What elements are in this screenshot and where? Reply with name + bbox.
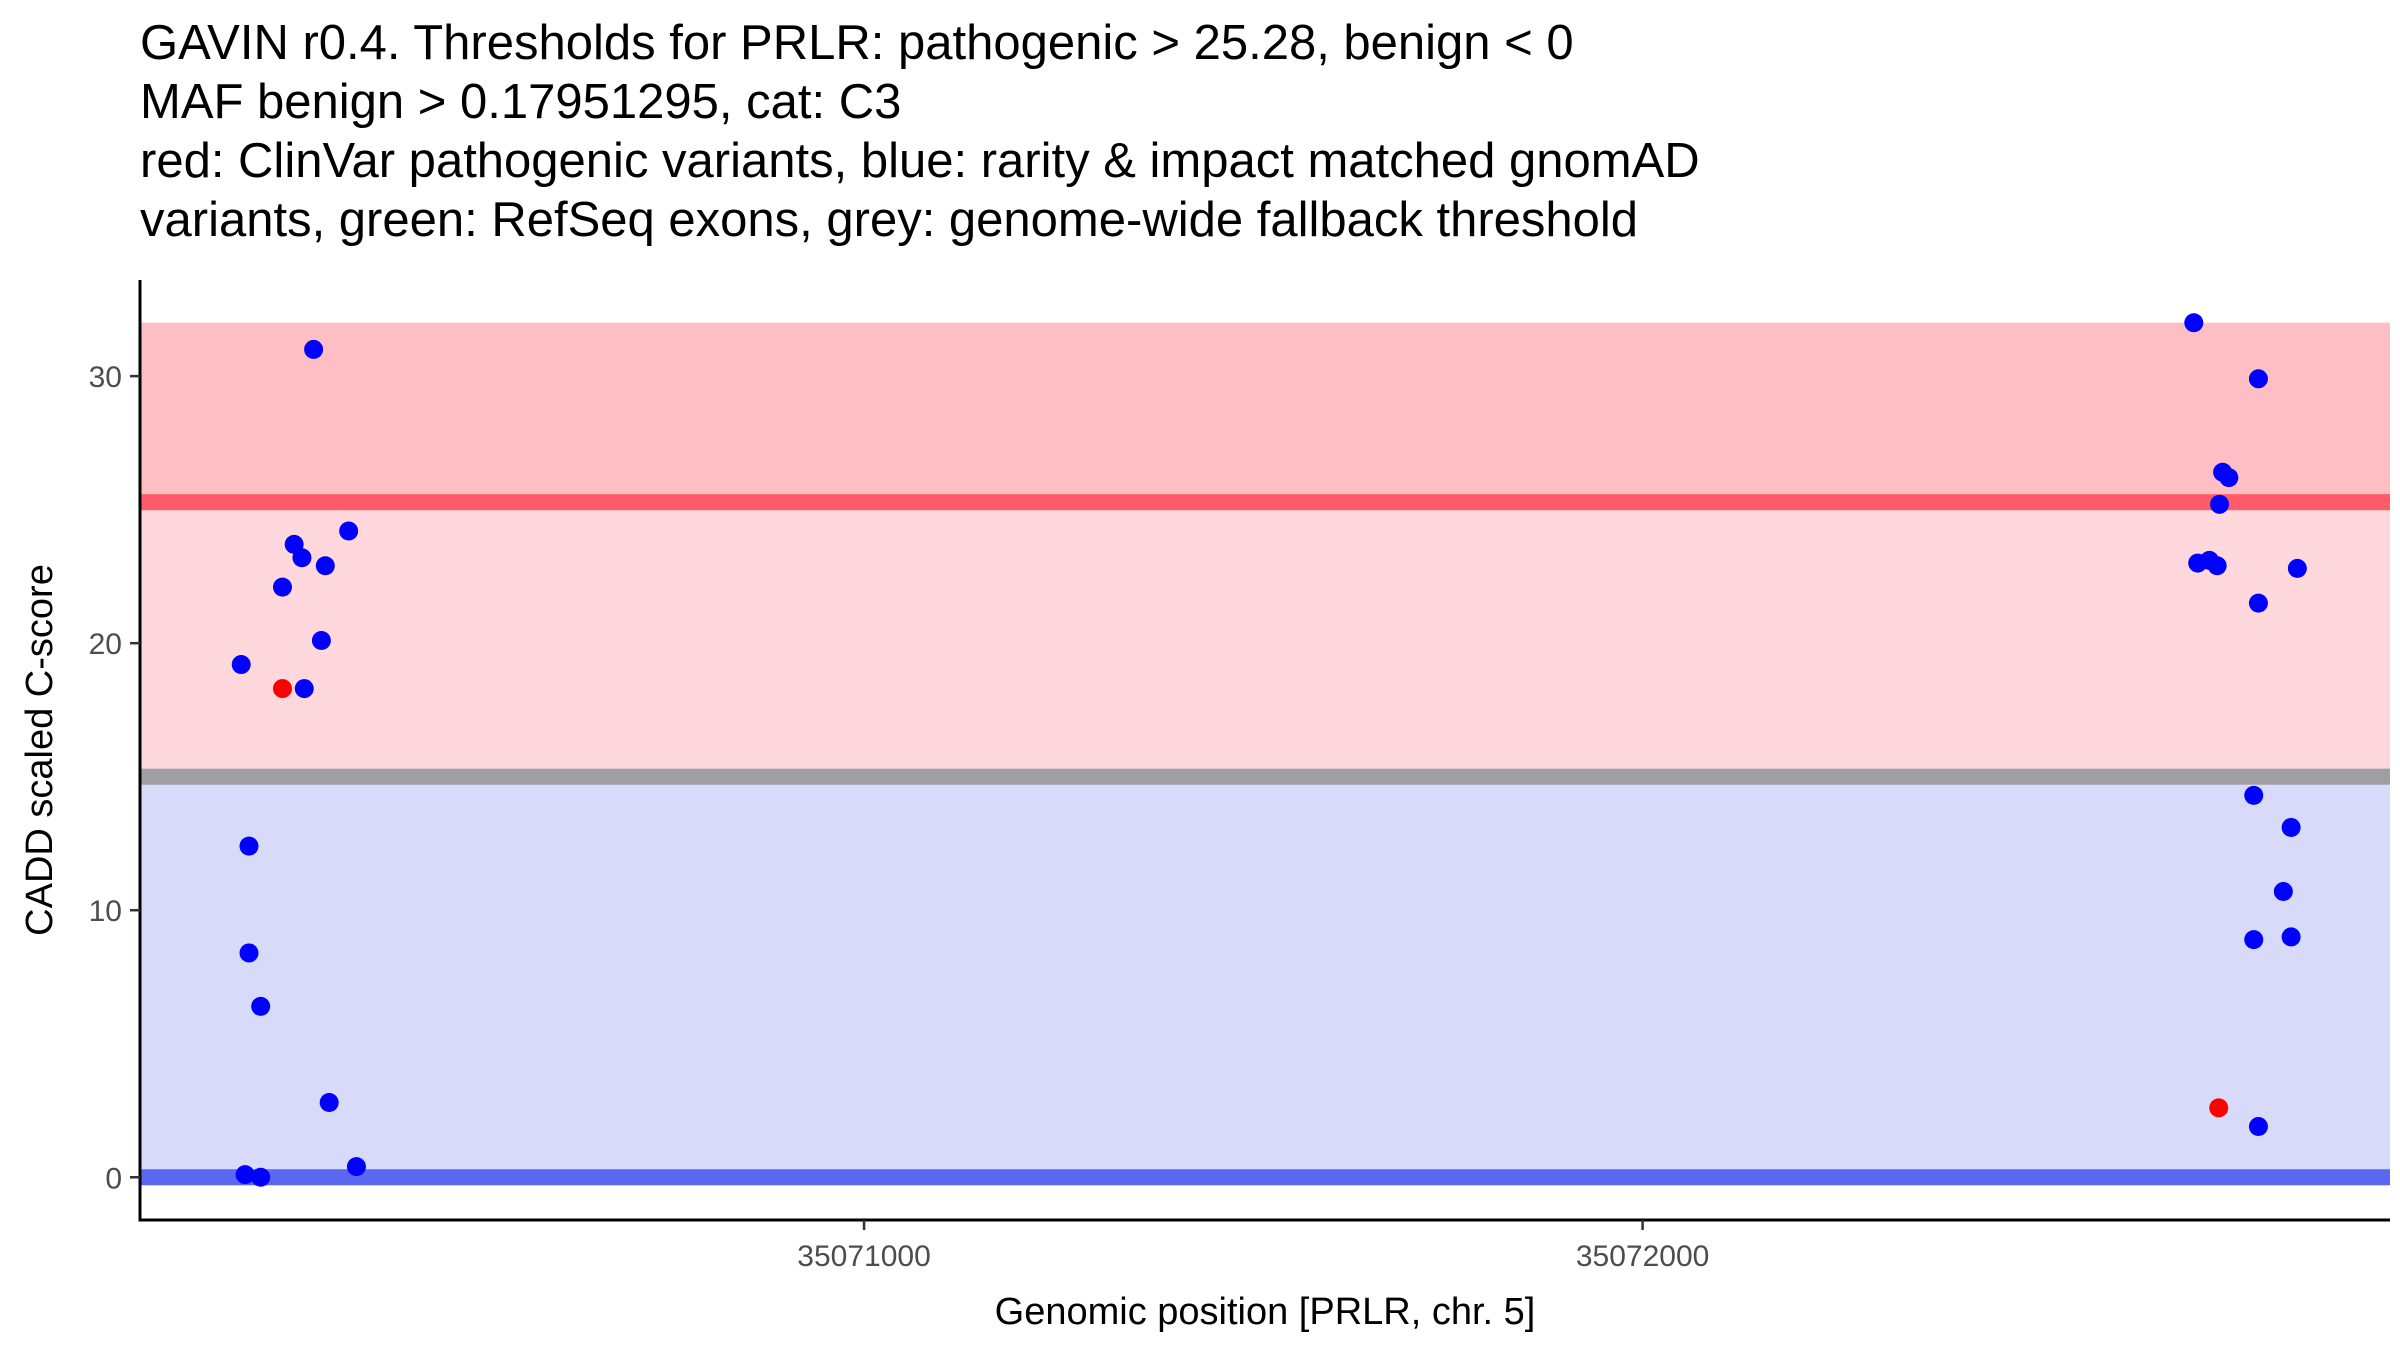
data-point: [292, 548, 312, 568]
data-point: [2207, 556, 2227, 576]
region-between: [140, 502, 2390, 777]
data-point: [2281, 927, 2301, 947]
data-point: [235, 1165, 255, 1185]
y-tick-label: 10: [89, 895, 122, 928]
data-point: [346, 1157, 366, 1177]
data-point: [2248, 369, 2268, 389]
title-line-4: variants, green: RefSeq exons, grey: gen…: [140, 193, 1639, 247]
data-point: [315, 556, 335, 576]
data-point: [239, 836, 259, 856]
data-points: [231, 313, 2307, 1187]
region-benign: [140, 776, 2390, 1178]
x-tick-label: 35071000: [797, 1240, 930, 1273]
pathogenic-threshold-line: [140, 494, 2390, 511]
data-point: [294, 679, 314, 699]
data-point: [251, 1167, 271, 1187]
data-point: [272, 679, 292, 699]
data-point: [2244, 930, 2264, 950]
data-point: [251, 996, 271, 1016]
data-point: [2273, 882, 2293, 902]
title-line-2: MAF benign > 0.17951295, cat: C3: [140, 75, 902, 129]
data-point: [2209, 494, 2229, 514]
y-axis-title: CADD scaled C-score: [19, 564, 61, 936]
chart-title: GAVIN r0.4. Thresholds for PRLR: pathoge…: [140, 14, 2380, 250]
axes: 0 10 20 30 35071000 35072000: [89, 280, 2390, 1273]
data-point: [2219, 468, 2239, 488]
y-tick-label: 20: [89, 628, 122, 661]
data-point: [2248, 593, 2268, 613]
fallback-threshold-line: [140, 768, 2390, 785]
y-tick-label: 0: [105, 1162, 122, 1195]
data-point: [304, 339, 324, 359]
x-tick-label: 35072000: [1576, 1240, 1709, 1273]
data-point: [311, 631, 331, 651]
data-point: [339, 521, 359, 541]
data-point: [319, 1093, 339, 1112]
data-point: [239, 943, 259, 963]
data-point: [2281, 817, 2301, 837]
threshold-regions: [140, 322, 2390, 1178]
region-pathogenic: [140, 322, 2390, 503]
title-line-1: GAVIN r0.4. Thresholds for PRLR: pathoge…: [140, 16, 1574, 70]
title-line-3: red: ClinVar pathogenic variants, blue: …: [140, 134, 1700, 188]
y-tick-label: 30: [89, 361, 122, 394]
data-point: [2248, 1117, 2268, 1137]
data-point: [2209, 1098, 2229, 1118]
benign-threshold-line: [140, 1169, 2390, 1186]
threshold-lines: [140, 494, 2390, 1186]
x-axis-title: Genomic position [PRLR, chr. 5]: [995, 1291, 1536, 1333]
data-point: [272, 577, 292, 597]
data-point: [2184, 313, 2204, 333]
data-point: [2287, 558, 2307, 578]
data-point: [2244, 785, 2264, 805]
data-point: [231, 655, 251, 675]
